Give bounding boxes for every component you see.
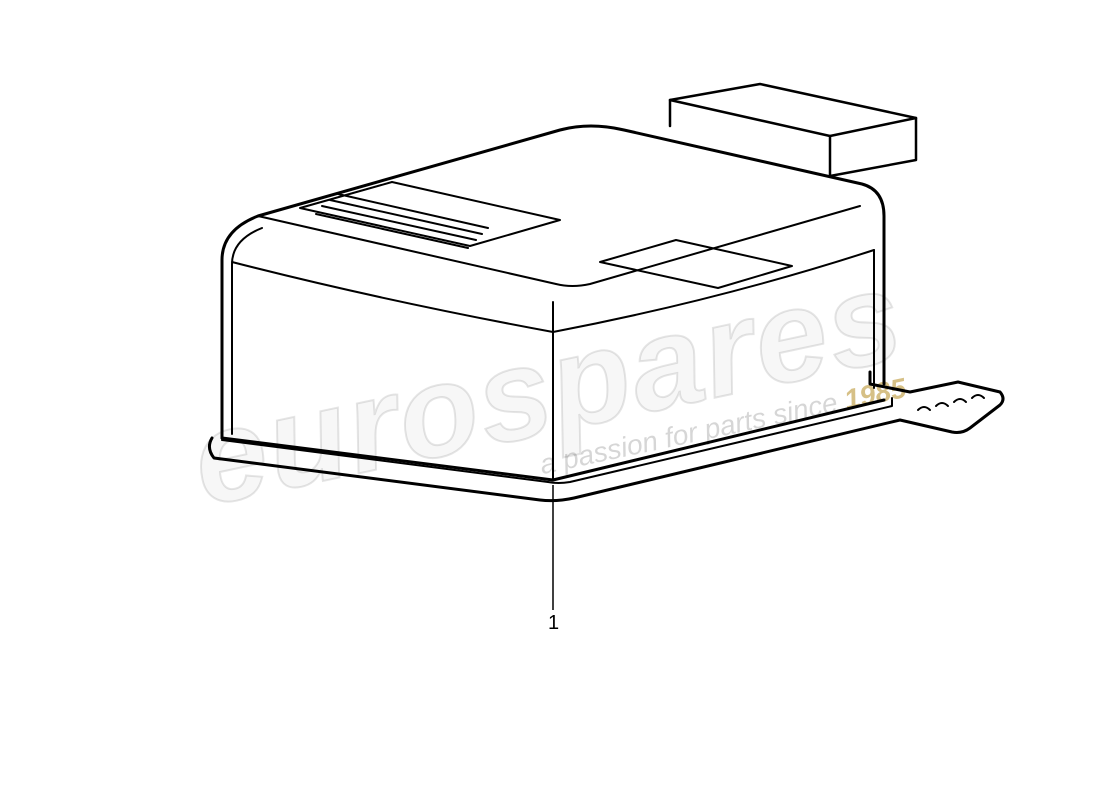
base-flange-inner [222, 398, 892, 483]
base-flange-outline [209, 372, 1003, 501]
callout-number-1: 1 [548, 612, 559, 635]
part-drawing [0, 0, 1100, 800]
top-label-rect [600, 240, 792, 288]
mounting-holes [918, 395, 984, 410]
diagram-stage: eurospares a passion for parts since 198… [0, 0, 1100, 800]
connector-block [670, 84, 916, 176]
front-corner-left [232, 228, 262, 434]
control-unit-box [209, 84, 1003, 501]
